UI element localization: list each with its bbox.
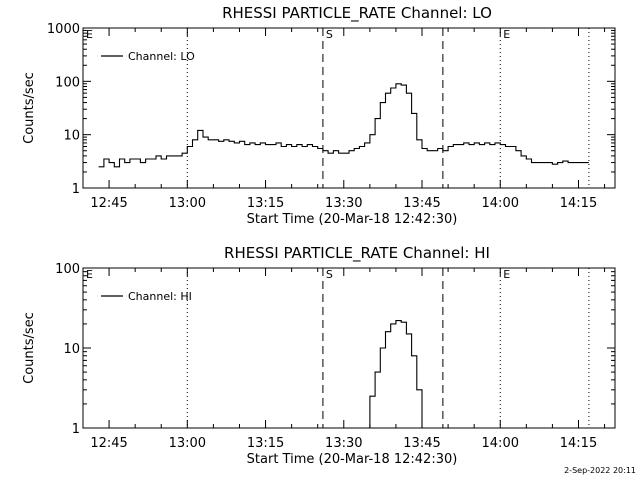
x-tick-label: 13:15 (247, 196, 284, 211)
x-tick-label: 12:45 (90, 436, 127, 451)
legend-label: Channel: LO (128, 50, 195, 63)
x-tick-label: 13:00 (169, 436, 206, 451)
x-tick-label: 14:15 (560, 436, 597, 451)
legend-label: Channel: HI (128, 290, 192, 303)
event-marker-label: S (326, 28, 333, 41)
chart-lo: RHESSI PARTICLE_RATE Channel: LO Counts/s… (22, 4, 616, 227)
y-tick-label: 1 (72, 422, 80, 437)
series-line (98, 83, 589, 168)
event-marker-label: E (86, 28, 93, 41)
footer-timestamp: 2-Sep-2022 20:11 (564, 466, 636, 475)
x-tick-label: 13:45 (403, 436, 440, 451)
x-tick-label: 13:00 (169, 196, 206, 211)
chart-title: RHESSI PARTICLE_RATE Channel: LO (222, 4, 492, 23)
y-tick-label: 100 (55, 75, 80, 90)
x-tick-label: 14:00 (482, 436, 519, 451)
event-marker-label: E (86, 268, 93, 281)
event-marker-label: S (326, 268, 333, 281)
x-tick-label: 14:00 (482, 196, 519, 211)
x-tick-label: 14:15 (560, 196, 597, 211)
x-axis-label: Start Time (20-Mar-18 12:42:30) (247, 452, 458, 467)
x-tick-label: 12:45 (90, 196, 127, 211)
chart-title: RHESSI PARTICLE_RATE Channel: HI (224, 244, 490, 263)
x-tick-label: 13:45 (403, 196, 440, 211)
x-tick-label: 13:30 (325, 196, 362, 211)
event-marker-label: E (503, 268, 510, 281)
y-tick-label: 100 (55, 262, 80, 277)
y-axis-label: Counts/sec (22, 72, 37, 144)
event-marker-label: E (503, 28, 510, 41)
y-tick-label: 10 (63, 129, 80, 144)
y-axis-label: Counts/sec (22, 312, 37, 384)
x-tick-label: 13:15 (247, 436, 284, 451)
series-line (364, 320, 428, 429)
chart-hi: RHESSI PARTICLE_RATE Channel: HI Counts/s… (22, 244, 616, 467)
y-tick-label: 1000 (47, 22, 80, 37)
y-tick-label: 1 (72, 182, 80, 197)
y-tick-label: 10 (63, 342, 80, 357)
x-axis-label: Start Time (20-Mar-18 12:42:30) (247, 212, 458, 227)
plot-frame (82, 27, 616, 189)
x-tick-label: 13:30 (325, 436, 362, 451)
